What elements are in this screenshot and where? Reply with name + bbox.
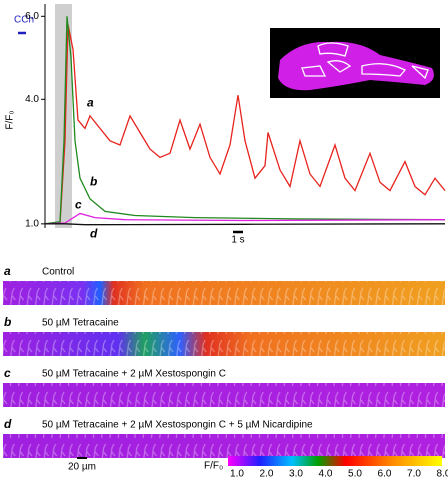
trace-label: a [87,96,94,110]
inset-roi [301,42,429,80]
y-tick-label: 6.0 [25,11,39,22]
colorbar-tick-label: 5.0 [348,469,362,478]
image-scale-label: 20 µm [68,462,96,473]
panel-label: Control [42,267,74,278]
scale-bar-label: 1 s [231,235,244,246]
image-strip-texture [3,383,445,407]
colorbar-tick-label: 8.0 [437,469,448,478]
panel-letter: c [4,366,11,380]
panel-label: 50 µM Tetracaine + 2 µM Xestospongin C +… [42,420,313,431]
y-tick-label: 4.0 [25,94,39,105]
colorbar-tick-label: 7.0 [407,469,421,478]
colorbar [228,456,442,466]
trace-label: d [90,226,98,240]
inset-cell [278,41,434,91]
trace-label: c [75,197,82,211]
colorbar-tick-label: 4.0 [319,469,333,478]
y-axis-label: F/F₀ [5,110,16,129]
trace [44,212,446,225]
panel-letter: a [4,264,11,278]
stimulus-shade [55,4,72,228]
image-strip-texture [3,434,445,458]
colorbar-label: F/F₀ [204,461,223,472]
trace [44,16,446,225]
image-strip-texture [3,281,445,305]
colorbar-tick-label: 6.0 [378,469,392,478]
panel-letter: b [4,315,11,329]
trace [45,223,446,226]
colorbar-tick-label: 2.0 [260,469,274,478]
trace-label: b [90,175,97,189]
image-strip-texture [3,332,445,356]
panel-label: 50 µM Tetracaine + 2 µM Xestospongin C [42,369,226,380]
panel-letter: d [4,417,12,431]
colorbar-tick-label: 3.0 [289,469,303,478]
colorbar-tick-label: 1.0 [230,469,244,478]
stimulus-label: CCh [14,15,34,26]
y-tick-label: 1.0 [25,218,39,229]
trace [45,24,446,225]
image-strips: a Control b 50 µM Tetracaine c 50 µM Tetracai… [3,264,445,458]
panel-label: 50 µM Tetracaine [42,318,119,329]
